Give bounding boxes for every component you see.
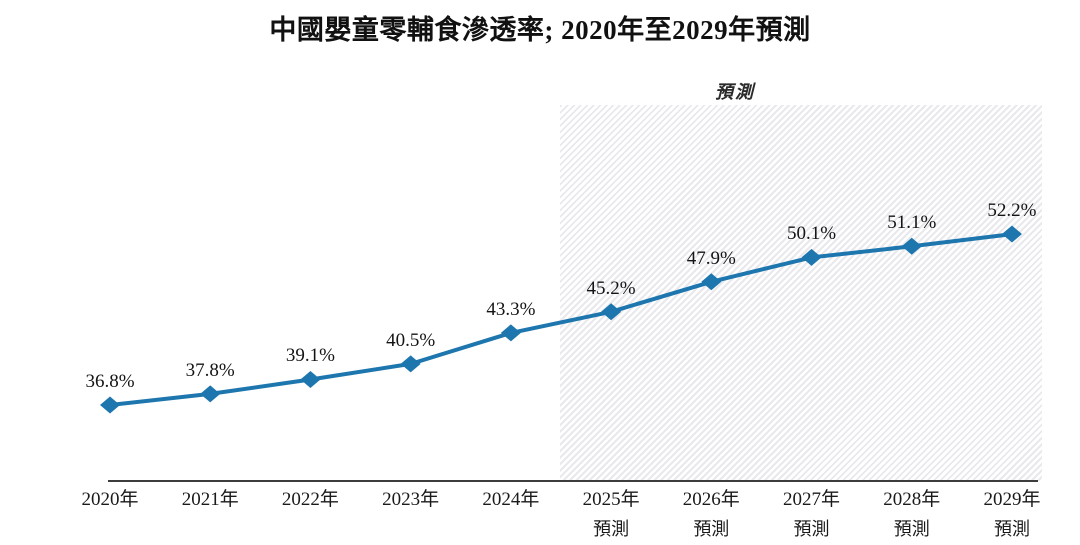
- data-point-marker: [500, 324, 521, 342]
- x-axis-tick-sublabel: 預測: [693, 519, 730, 539]
- x-axis-tick-label: 2025年: [582, 489, 640, 510]
- data-point-marker: [100, 396, 120, 414]
- data-point-marker: [901, 237, 922, 255]
- data-point-label: 50.1%: [786, 223, 837, 245]
- data-point-marker: [400, 355, 421, 373]
- series-line: [109, 232, 1013, 407]
- data-point-label: 36.8%: [85, 371, 135, 392]
- x-axis-tick-sublabel: 預測: [593, 519, 630, 539]
- data-point-marker: [801, 248, 822, 266]
- x-axis-tick-label: 2024年: [482, 489, 540, 510]
- data-point-marker: [300, 370, 321, 388]
- data-point-label: 51.1%: [887, 212, 937, 234]
- x-axis-tick-sublabel: 預測: [993, 519, 1030, 539]
- x-axis-tick-sublabel: 預測: [793, 519, 830, 539]
- x-axis-tick-label: 2027年: [783, 489, 841, 510]
- x-axis-tick-sublabel: 預測: [893, 519, 930, 539]
- chart-title: 中國嬰童零輔食滲透率; 2020年至2029年預測: [269, 15, 811, 45]
- data-point-label: 45.2%: [586, 277, 636, 299]
- data-point-label: 43.3%: [486, 298, 536, 320]
- data-point-marker: [601, 303, 622, 321]
- forecast-region-hatch: [560, 105, 1042, 481]
- x-axis-tick-label: 2022年: [281, 489, 339, 510]
- x-axis-tick-label: 2023年: [382, 489, 440, 510]
- data-point-label: 39.1%: [285, 345, 335, 367]
- data-point-marker: [701, 273, 722, 291]
- x-axis-tick-label: 2029年: [983, 489, 1041, 510]
- x-axis-tick-label: 2028年: [883, 489, 941, 510]
- x-axis-line: [108, 480, 1038, 482]
- x-axis-tick-label: 2020年: [81, 489, 139, 510]
- x-axis-tick-label: 2026年: [682, 489, 740, 510]
- x-axis-tick-label: 2021年: [181, 489, 239, 510]
- forecast-region-label: 預測: [715, 82, 755, 102]
- data-point-label: 37.8%: [185, 359, 235, 381]
- data-point-label: 47.9%: [686, 247, 736, 269]
- data-point-label: 40.5%: [386, 329, 436, 351]
- data-point-marker: [1001, 225, 1022, 243]
- data-point-label: 52.2%: [987, 200, 1037, 222]
- data-point-marker: [200, 385, 221, 403]
